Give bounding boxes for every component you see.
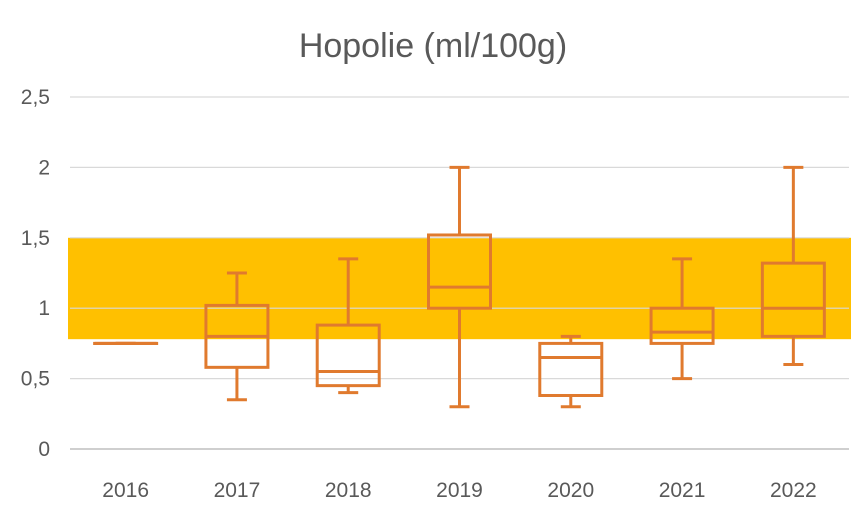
box-2019 xyxy=(427,165,492,409)
x-tick-label: 2022 xyxy=(770,479,817,502)
iqr-box xyxy=(760,261,826,338)
iqr-box xyxy=(427,233,492,310)
y-tick-label: 0 xyxy=(38,438,50,461)
chart-title: Hopolie (ml/100g) xyxy=(299,27,567,65)
x-tick-label: 2017 xyxy=(214,479,261,502)
box-2022 xyxy=(760,165,826,367)
box-2020 xyxy=(538,334,604,409)
y-axis-ticks: 0 0,5 1 1,5 2 2,5 xyxy=(21,86,50,461)
iqr-box xyxy=(649,306,715,345)
x-tick-label: 2020 xyxy=(547,479,594,502)
y-tick-label: 0,5 xyxy=(21,368,50,391)
iqr-box xyxy=(315,323,381,388)
y-tick-label: 1 xyxy=(38,297,50,320)
box-2018 xyxy=(315,257,381,395)
y-tick-label: 2,5 xyxy=(21,86,50,109)
x-tick-label: 2018 xyxy=(325,479,372,502)
x-tick-label: 2019 xyxy=(436,479,483,502)
y-tick-label: 1,5 xyxy=(21,227,50,250)
x-axis-ticks: 2016 2017 2018 2019 2020 2021 2022 xyxy=(102,479,816,502)
iqr-box xyxy=(538,341,604,397)
x-tick-label: 2021 xyxy=(659,479,706,502)
x-tick-label: 2016 xyxy=(102,479,149,502)
boxes xyxy=(93,165,826,409)
y-tick-label: 2 xyxy=(38,156,50,179)
box-2021 xyxy=(649,257,715,381)
box-2017 xyxy=(204,271,270,402)
